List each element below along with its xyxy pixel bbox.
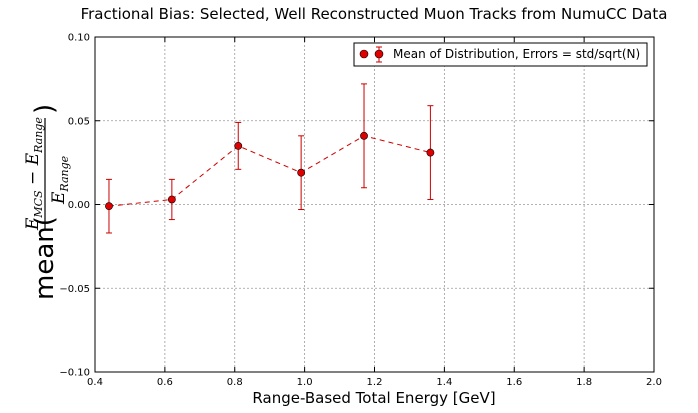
y-label-num-e1: E: [23, 217, 43, 231]
y-tick-label: 0.00: [68, 200, 90, 211]
x-tick-label: 0.8: [227, 377, 243, 388]
legend-label: Mean of Distribution, Errors = std/sqrt(…: [393, 47, 640, 61]
x-tick-label: 1.4: [436, 377, 452, 388]
data-point: [297, 168, 306, 177]
svg-text:EMCS − ERange: EMCS − ERange: [23, 117, 45, 231]
grid: [95, 37, 654, 372]
x-tick-label: 2.0: [646, 377, 662, 388]
chart-title: Fractional Bias: Selected, Well Reconstr…: [81, 5, 668, 23]
data-series: [105, 83, 435, 234]
y-label-num-sub2: Range: [32, 117, 45, 154]
x-tick-label: 1.6: [506, 377, 522, 388]
y-label-num-e2: E: [23, 152, 43, 166]
legend-marker-dot: [359, 49, 369, 59]
series-line: [108, 135, 431, 207]
x-tick-label: 0.6: [157, 377, 173, 388]
x-tick-label: 1.8: [576, 377, 592, 388]
x-tick-label: 1.0: [297, 377, 313, 388]
y-label-den-sub: Range: [58, 155, 71, 192]
x-tick-label: 1.2: [367, 377, 383, 388]
y-label-suffix: ): [30, 104, 60, 114]
y-tick-label: −0.10: [59, 368, 90, 379]
x-tick-labels: 0.4 0.6 0.8 1.0 1.2 1.4 1.6 1.8 2.0: [87, 377, 662, 388]
data-point: [234, 141, 243, 150]
data-point: [360, 131, 368, 140]
data-point: [167, 195, 176, 204]
y-label-num-minus: −: [23, 165, 43, 190]
x-axis-label: Range-Based Total Energy [GeV]: [252, 389, 495, 407]
y-tick-label: 0.05: [68, 116, 90, 127]
y-axis-label: mean( EMCS − ERange ERange ): [23, 104, 71, 300]
y-tick-label: 0.10: [68, 33, 90, 44]
legend-box: [353, 42, 648, 67]
axis-ticks: [94, 36, 655, 373]
y-tick-labels: −0.10 −0.05 0.00 0.05 0.10: [59, 33, 90, 379]
y-label-den-e: E: [49, 191, 69, 205]
data-point: [105, 202, 113, 211]
legend-marker-dot-2: [374, 49, 384, 59]
data-point: [426, 148, 435, 157]
svg-text:ERange: ERange: [49, 155, 71, 205]
x-tick-label: 0.4: [87, 377, 103, 388]
y-label-num-sub1: MCS: [32, 190, 45, 219]
y-label-prefix: mean(: [30, 216, 60, 300]
legend: Mean of Distribution, Errors = std/sqrt(…: [353, 42, 648, 67]
y-tick-label: −0.05: [59, 284, 90, 295]
